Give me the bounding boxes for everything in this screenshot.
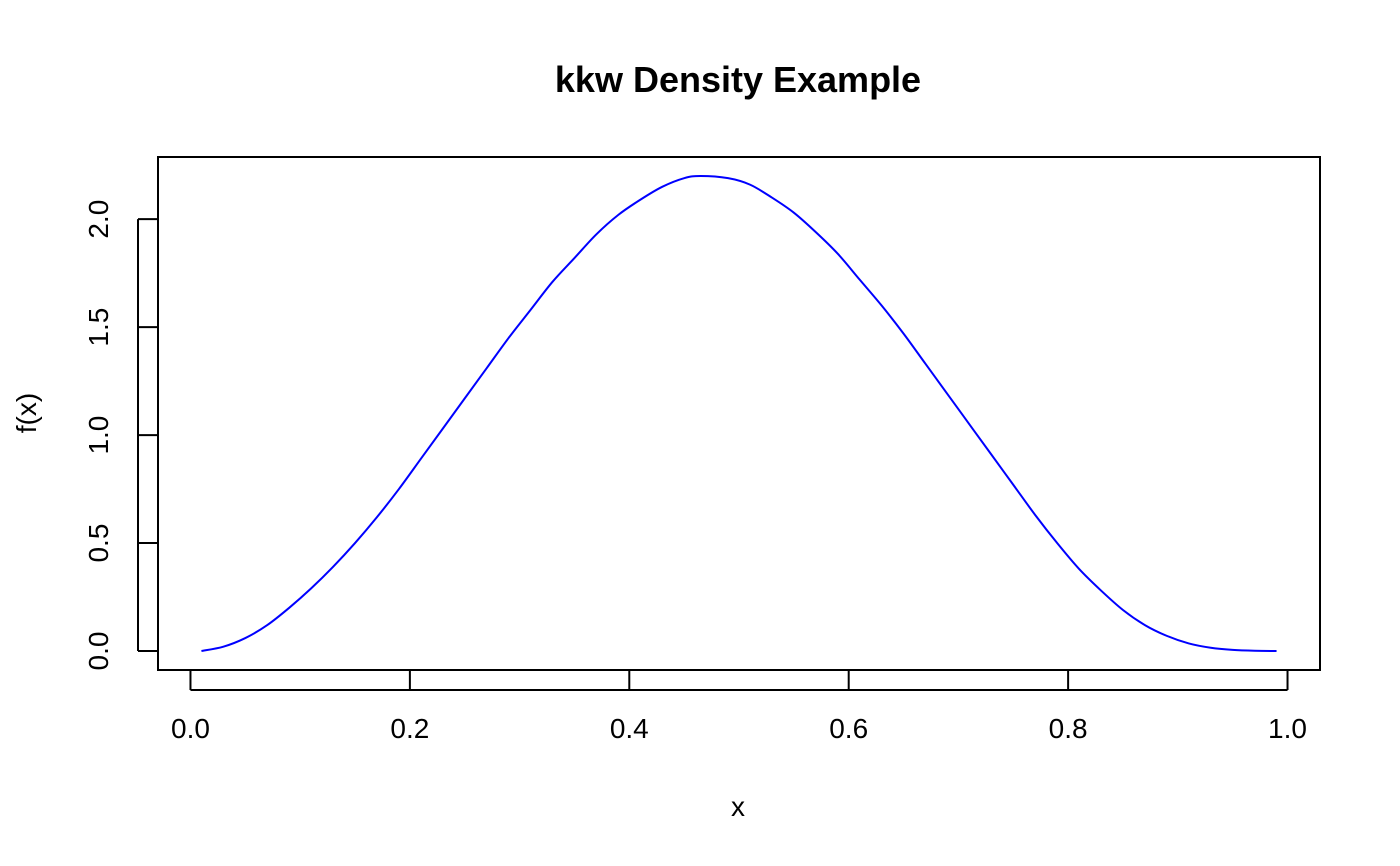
- x-axis: 0.0 0.2 0.4 0.6 0.8 1.0: [171, 670, 1307, 744]
- x-tick-label: 0.2: [390, 713, 429, 744]
- y-axis: 0.0 0.5 1.0 1.5 2.0: [83, 200, 158, 671]
- y-tick-label: 2.0: [83, 200, 114, 239]
- y-tick-label: 1.0: [83, 416, 114, 455]
- x-tick-label: 0.6: [829, 713, 868, 744]
- y-tick-label: 0.5: [83, 524, 114, 563]
- plot-area-border: [157, 156, 1321, 671]
- y-tick-label: 0.0: [83, 632, 114, 671]
- x-axis-label: x: [731, 791, 745, 822]
- x-tick-label: 1.0: [1268, 713, 1307, 744]
- chart-title: kkw Density Example: [555, 59, 921, 100]
- x-tick-label: 0.8: [1049, 713, 1088, 744]
- x-tick-label: 0.4: [610, 713, 649, 744]
- y-axis-label: f(x): [11, 393, 42, 433]
- x-tick-label: 0.0: [171, 713, 210, 744]
- y-tick-label: 1.5: [83, 308, 114, 347]
- density-curve: [201, 174, 1277, 652]
